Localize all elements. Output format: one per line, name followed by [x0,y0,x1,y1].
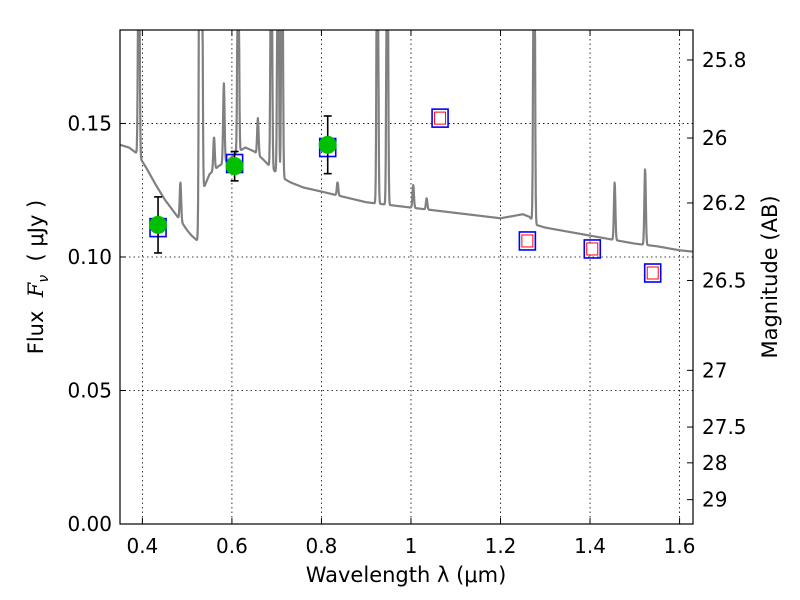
nondetection-marker [521,234,534,248]
right-tick-label: 27.5 [702,415,747,439]
x-tick-label: 0.6 [216,534,248,558]
grid [120,30,693,525]
right-tick-label: 27 [702,358,727,382]
model-band-marker [431,108,449,128]
model-band-marker [518,231,537,251]
x-tick-label: 0.4 [126,534,158,558]
nondetection-marker [646,266,659,280]
nondetection-marker [434,111,447,125]
markers [149,108,662,283]
x-tick-label: 1.6 [664,534,696,558]
y-label-subscript: ν [36,275,52,283]
x-tick-label: 1.2 [485,534,517,558]
right-tick-label: 26 [702,126,727,150]
model-band-marker [583,239,602,259]
y-label-prefix: Flux [24,297,48,354]
x-axis-label: Wavelength λ (μm) [306,563,507,587]
right-tick-label: 25.8 [702,48,747,72]
ticks: 0.4 0.6 0.8 1 1.2 1.4 1.6 0.00 0.05 0.10 0.15 25.8 2… [67,30,747,558]
y-tick-label: 0.15 [67,111,112,135]
x-tick-label: 1.4 [574,534,606,558]
observed-point [149,215,168,234]
y-axis-right-label: Magnitude (AB) [758,195,782,358]
nondetection-marker [586,242,599,256]
right-tick-label: 28 [702,451,727,475]
right-tick-label: 26.2 [702,191,747,215]
right-tick-label: 29 [702,488,727,512]
y-tick-label: 0.00 [67,512,112,536]
x-tick-label: 0.8 [306,534,338,558]
spectrum [120,30,693,253]
y-tick-label: 0.05 [67,378,112,402]
y-axis-left-label: Flux Fν ( μJy ) [24,200,52,355]
model-band-marker [643,263,662,283]
observed-point [318,135,337,154]
plot-frame [119,29,694,525]
y-label-suffix: ( μJy ) [24,200,48,275]
x-tick-label: 1 [405,534,418,558]
y-label-symbol: F [24,281,48,298]
observed-point [225,157,244,176]
spectrum-line [120,30,693,253]
right-tick-label: 26.5 [702,268,747,292]
y-tick-label: 0.10 [67,245,112,269]
